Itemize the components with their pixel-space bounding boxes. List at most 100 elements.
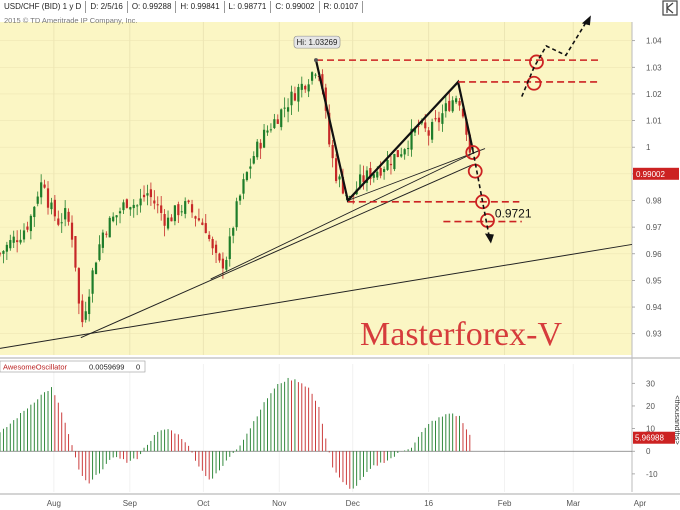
candle-body <box>163 214 166 226</box>
candle-body <box>283 107 286 109</box>
candle-body <box>218 253 221 261</box>
price-tick-label: 0.95 <box>646 276 662 285</box>
candle-body <box>136 205 139 207</box>
target-level-label: 0.9721 <box>495 207 532 221</box>
date-label: D: 2/5/16 <box>86 1 128 13</box>
candle-body <box>22 230 26 240</box>
candle-body <box>310 72 314 81</box>
osc-value-tag <box>633 431 675 444</box>
price-tick-label: 1.02 <box>646 90 662 99</box>
price-tick-label: 1.04 <box>646 37 662 46</box>
candle-body <box>379 167 382 176</box>
candle-body <box>331 144 334 159</box>
channel-support-line <box>347 148 486 201</box>
marker-circle <box>465 145 481 160</box>
expand-icon[interactable] <box>662 0 678 16</box>
candle-body <box>341 176 345 194</box>
candle-body <box>304 85 307 90</box>
candle-body <box>252 156 255 164</box>
candle-body <box>108 217 111 238</box>
candle-body <box>307 84 310 92</box>
hi-point-marker <box>314 58 318 63</box>
price-panel-background <box>0 22 632 355</box>
price-tick-label: 0.98 <box>646 196 662 205</box>
header-bar: USD/CHF (BID) 1 y D D: 2/5/16 O: 0.99288… <box>0 0 364 14</box>
high-label: H: 0.99841 <box>176 1 225 13</box>
oscillator-zero-label: 0 <box>136 363 140 372</box>
candle-body <box>50 202 53 210</box>
last-price-tag <box>633 167 679 180</box>
candle-body <box>88 296 91 315</box>
projection-up-arrowhead <box>581 15 591 26</box>
candle-body <box>81 300 84 323</box>
candle-body <box>43 184 46 188</box>
candle-body <box>297 87 300 102</box>
osc-tick-label: 0 <box>646 447 651 456</box>
candle-body <box>293 93 297 101</box>
candle-body <box>458 100 461 106</box>
x-tick-label: Oct <box>197 499 210 508</box>
candle-body <box>142 194 146 198</box>
candle-body <box>12 236 15 243</box>
candle-body <box>400 154 403 157</box>
candle-body <box>266 130 269 133</box>
candle-body <box>70 222 74 240</box>
zigzag-pattern-line <box>314 59 474 203</box>
osc-tick-label: -10 <box>646 470 658 479</box>
candle-body <box>338 176 341 180</box>
candle-body <box>262 129 266 148</box>
candle-body <box>372 174 375 178</box>
last-price-text: 0.99002 <box>636 170 665 179</box>
price-tick-label: 1.03 <box>646 63 662 72</box>
candle-body <box>153 200 156 204</box>
hi-label-text: Hi: 1.03269 <box>297 38 338 47</box>
candle-body <box>74 236 77 268</box>
candle-body <box>125 199 128 208</box>
candle-body <box>389 163 393 166</box>
candle-body <box>386 159 389 170</box>
candle-body <box>0 253 2 255</box>
candle-body <box>57 218 60 225</box>
x-tick-label: Dec <box>346 499 360 508</box>
candle-body <box>465 119 468 135</box>
candle-body <box>403 149 406 155</box>
candle-body <box>427 130 430 136</box>
candle-body <box>204 223 207 234</box>
candle-body <box>348 196 351 198</box>
x-tick-label: 16 <box>424 499 433 508</box>
candle-body <box>314 74 317 76</box>
candle-body <box>9 240 12 249</box>
candle-body <box>208 234 211 239</box>
candle-body <box>358 174 362 188</box>
candle-body <box>369 168 372 179</box>
marker-circle <box>475 194 490 210</box>
candle-body <box>441 113 444 124</box>
candle-body <box>33 206 36 218</box>
candle-body <box>245 172 249 181</box>
symbol-label: USD/CHF (BID) 1 y D <box>0 1 87 13</box>
candle-body <box>410 128 413 150</box>
projection-down-arrowhead <box>484 233 494 244</box>
candle-body <box>118 211 122 214</box>
candle-body <box>77 268 80 304</box>
osc-value-text: 5.96988 <box>635 434 664 443</box>
candle-body <box>156 204 159 206</box>
price-tick-label: 0.97 <box>646 223 662 232</box>
osc-tick-label: 20 <box>646 402 655 411</box>
osc-tick-label: 10 <box>646 425 655 434</box>
low-label: L: 0.98771 <box>225 1 272 13</box>
price-tick-label: 1.01 <box>646 117 662 126</box>
short-support-line <box>210 149 481 280</box>
candle-body <box>115 215 118 218</box>
candle-body <box>112 216 115 222</box>
projection-down-line <box>471 149 491 241</box>
candle-body <box>444 103 447 112</box>
open-label: O: 0.99288 <box>128 1 177 13</box>
candle-body <box>91 270 94 294</box>
candle-body <box>321 74 324 89</box>
close-label: C: 0.99002 <box>271 1 320 13</box>
oscillator-header-box <box>0 360 146 373</box>
candle-body <box>187 200 190 203</box>
candle-body <box>53 199 56 217</box>
